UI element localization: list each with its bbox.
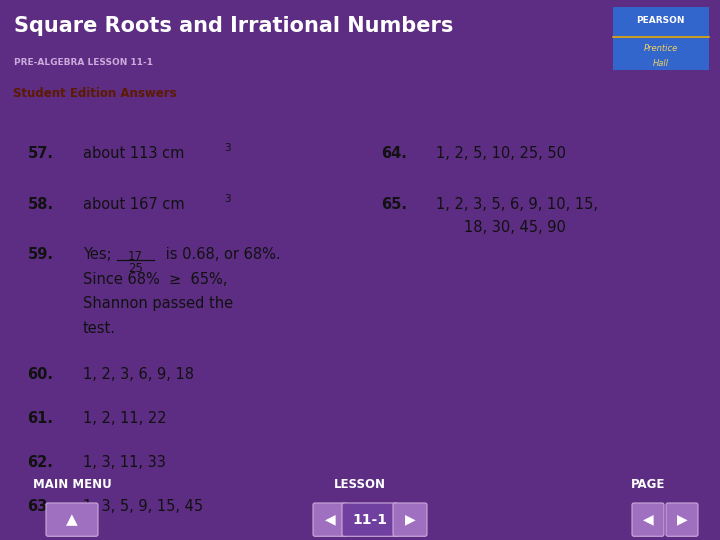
Text: 3: 3 [224,143,230,153]
Text: Hall: Hall [652,59,669,68]
Bar [613,7,708,70]
Text: 11-1: 11-1 [353,512,387,526]
FancyBboxPatch shape [666,503,698,536]
Text: Shannon passed the: Shannon passed the [83,296,233,312]
Text: Prentice: Prentice [644,44,678,53]
Text: PEARSON: PEARSON [636,16,685,24]
Text: 25: 25 [128,262,143,275]
Text: 1, 2, 3, 5, 6, 9, 10, 15,: 1, 2, 3, 5, 6, 9, 10, 15, [436,197,598,212]
Text: about 113 cm: about 113 cm [83,146,184,161]
Text: 1, 2, 5, 10, 25, 50: 1, 2, 5, 10, 25, 50 [436,146,566,161]
Text: 63.: 63. [27,500,53,514]
Text: Square Roots and Irrational Numbers: Square Roots and Irrational Numbers [14,16,454,36]
Text: ▲: ▲ [66,512,78,527]
Text: LESSON: LESSON [334,478,386,491]
Text: 1, 3, 5, 9, 15, 45: 1, 3, 5, 9, 15, 45 [83,500,203,514]
Text: 57.: 57. [27,146,53,161]
Text: ◀: ◀ [325,512,336,526]
FancyBboxPatch shape [342,503,398,536]
FancyBboxPatch shape [393,503,427,536]
Text: 60.: 60. [27,367,53,382]
Text: ▶: ▶ [677,512,688,526]
Text: PAGE: PAGE [631,478,665,491]
Text: 58.: 58. [27,197,53,212]
Text: is 0.68, or 68%.: is 0.68, or 68%. [161,247,280,262]
Text: MAIN MENU: MAIN MENU [32,478,112,491]
Text: about 167 cm: about 167 cm [83,197,184,212]
Text: 59.: 59. [27,247,53,262]
Text: 65.: 65. [382,197,408,212]
Text: Student Edition Answers: Student Edition Answers [13,87,176,100]
Text: 64.: 64. [382,146,408,161]
Text: 1, 3, 11, 33: 1, 3, 11, 33 [83,455,166,470]
Text: Since 68%  ≥  65%,: Since 68% ≥ 65%, [83,272,228,287]
FancyBboxPatch shape [632,503,664,536]
FancyBboxPatch shape [46,503,98,536]
Text: ◀: ◀ [643,512,653,526]
Text: 3: 3 [224,194,230,204]
Text: ▶: ▶ [405,512,415,526]
Text: Yes;: Yes; [83,247,116,262]
Text: 1, 2, 11, 22: 1, 2, 11, 22 [83,411,166,427]
Text: test.: test. [83,321,116,336]
Text: 61.: 61. [27,411,53,427]
Text: PRE-ALGEBRA LESSON 11-1: PRE-ALGEBRA LESSON 11-1 [14,58,153,67]
Text: 1, 2, 3, 6, 9, 18: 1, 2, 3, 6, 9, 18 [83,367,194,382]
Text: 62.: 62. [27,455,53,470]
FancyBboxPatch shape [313,503,347,536]
Text: 17: 17 [128,250,143,263]
Text: 18, 30, 45, 90: 18, 30, 45, 90 [464,220,566,235]
